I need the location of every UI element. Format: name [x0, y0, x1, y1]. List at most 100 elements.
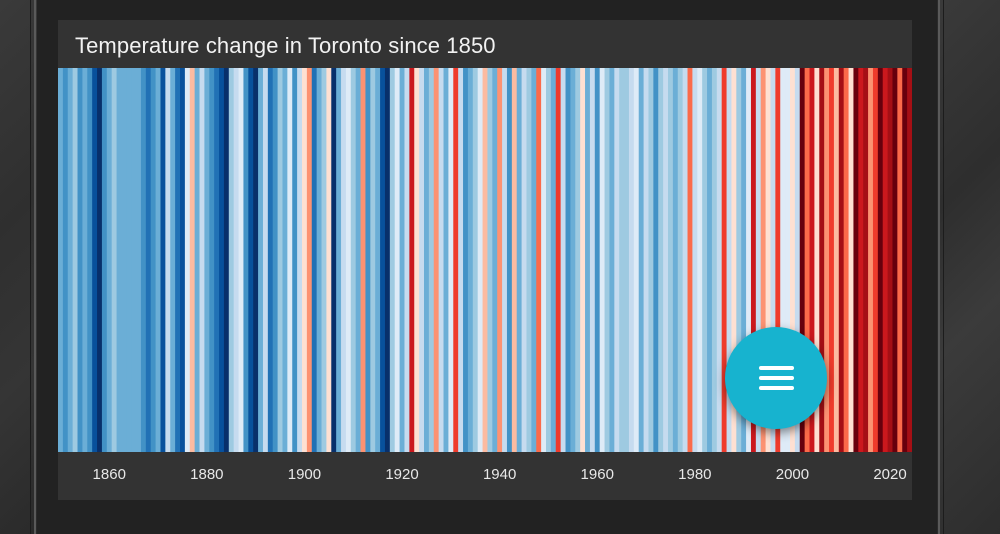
- stripe-1950: [546, 68, 552, 452]
- stripe-1871: [160, 68, 166, 452]
- stripe-1925: [424, 68, 430, 452]
- warming-stripes-card: Temperature change in Toronto since 1850…: [58, 20, 912, 500]
- stripe-2006: [819, 68, 825, 452]
- stripe-1872: [165, 68, 171, 452]
- x-tick-label: 1880: [190, 466, 224, 483]
- stripe-1896: [282, 68, 288, 452]
- stripe-1959: [589, 68, 596, 452]
- frame-edge-left-outer: [30, 0, 31, 534]
- frame-edge-right-outer: [943, 0, 944, 534]
- stripe-1972: [653, 68, 659, 452]
- stripe-1947: [531, 68, 537, 452]
- stripe-1960: [594, 68, 601, 452]
- stripe-1916: [380, 68, 386, 452]
- x-tick-label: 1960: [580, 466, 614, 483]
- background-right: [940, 0, 1000, 534]
- stripe-1890: [253, 68, 259, 452]
- x-tick-label: 1940: [482, 466, 517, 483]
- stripe-2012: [848, 68, 855, 452]
- stripe-1899: [297, 68, 303, 452]
- stripe-2020: [887, 68, 894, 452]
- stripe-1884: [223, 68, 230, 452]
- warming-stripes-chart: [58, 68, 912, 452]
- stripe-1933: [463, 68, 469, 452]
- x-axis: 1860 1880 1900 1920 1940 1960 1980 2000 2020: [58, 452, 912, 500]
- stripe-1965: [619, 68, 625, 452]
- stripe-1952: [555, 68, 562, 452]
- stripe-1850: [58, 68, 64, 452]
- stripe-2021: [892, 68, 898, 452]
- stripe-1920: [399, 68, 406, 452]
- stripe-1926: [428, 68, 435, 452]
- background-left: [0, 0, 38, 534]
- stripe-1958: [585, 68, 591, 452]
- stripe-1969: [638, 68, 645, 452]
- stripe-2005: [814, 68, 820, 452]
- stripe-1988: [731, 68, 737, 452]
- stripe-1901: [306, 68, 313, 452]
- stripe-1919: [394, 68, 401, 452]
- stripe-1949: [541, 68, 547, 452]
- stripe-2018: [877, 68, 884, 452]
- stripe-2024: [907, 68, 912, 452]
- stripe-1935: [472, 68, 479, 452]
- stripe-1868: [145, 68, 152, 452]
- stripe-1968: [633, 68, 640, 452]
- menu-fab-button[interactable]: [725, 327, 827, 429]
- stripe-1963: [609, 68, 615, 452]
- stripe-1858: [97, 68, 103, 452]
- stripe-2004: [809, 68, 815, 452]
- stripe-1928: [438, 68, 445, 452]
- stripe-1977: [677, 68, 684, 452]
- x-tick-label: 1860: [92, 466, 126, 483]
- stripe-1989: [736, 68, 742, 452]
- stripe-1964: [614, 68, 620, 452]
- stripe-1938: [487, 68, 493, 452]
- stripe-1945: [521, 68, 528, 452]
- stripe-1903: [316, 68, 323, 452]
- stripe-1971: [648, 68, 654, 452]
- stripe-1892: [262, 68, 269, 452]
- stripe-2002: [799, 68, 806, 452]
- stripe-1856: [87, 68, 93, 452]
- stripe-1941: [502, 68, 508, 452]
- stripe-2013: [853, 68, 859, 452]
- stripe-1854: [77, 68, 83, 452]
- stripe-2015: [863, 68, 869, 452]
- stripe-1994: [760, 68, 767, 452]
- stripe-1939: [492, 68, 498, 452]
- stripe-1869: [150, 68, 157, 452]
- stripe-1875: [180, 68, 186, 452]
- stripe-1859: [101, 68, 108, 452]
- stripe-1932: [458, 68, 464, 452]
- stripe-1967: [628, 68, 635, 452]
- stripe-1922: [409, 68, 415, 452]
- stripe-1942: [506, 68, 513, 452]
- stripe-1918: [389, 68, 396, 452]
- stripe-1990: [741, 68, 747, 452]
- stripe-1893: [267, 68, 274, 452]
- stripe-1885: [228, 68, 235, 452]
- stripe-1900: [302, 68, 308, 452]
- x-tick-label: 1900: [287, 466, 322, 483]
- stripe-1993: [755, 68, 762, 452]
- stripe-1894: [272, 68, 279, 452]
- stripe-1936: [477, 68, 484, 452]
- stripe-1980: [692, 68, 698, 452]
- stripe-1983: [707, 68, 713, 452]
- stripe-1866: [136, 68, 142, 452]
- stripe-1851: [62, 68, 69, 452]
- stripe-1986: [721, 68, 728, 452]
- stripe-1966: [624, 68, 630, 452]
- stripe-1995: [765, 68, 772, 452]
- stripe-1870: [155, 68, 162, 452]
- stripe-1895: [277, 68, 284, 452]
- stripe-1948: [536, 68, 542, 452]
- stripe-1954: [565, 68, 571, 452]
- stripe-1985: [716, 68, 723, 452]
- stripe-1886: [233, 68, 240, 452]
- stripe-1877: [189, 68, 196, 452]
- stripe-1911: [355, 68, 362, 452]
- stripe-1878: [194, 68, 201, 452]
- stripe-1914: [370, 68, 376, 452]
